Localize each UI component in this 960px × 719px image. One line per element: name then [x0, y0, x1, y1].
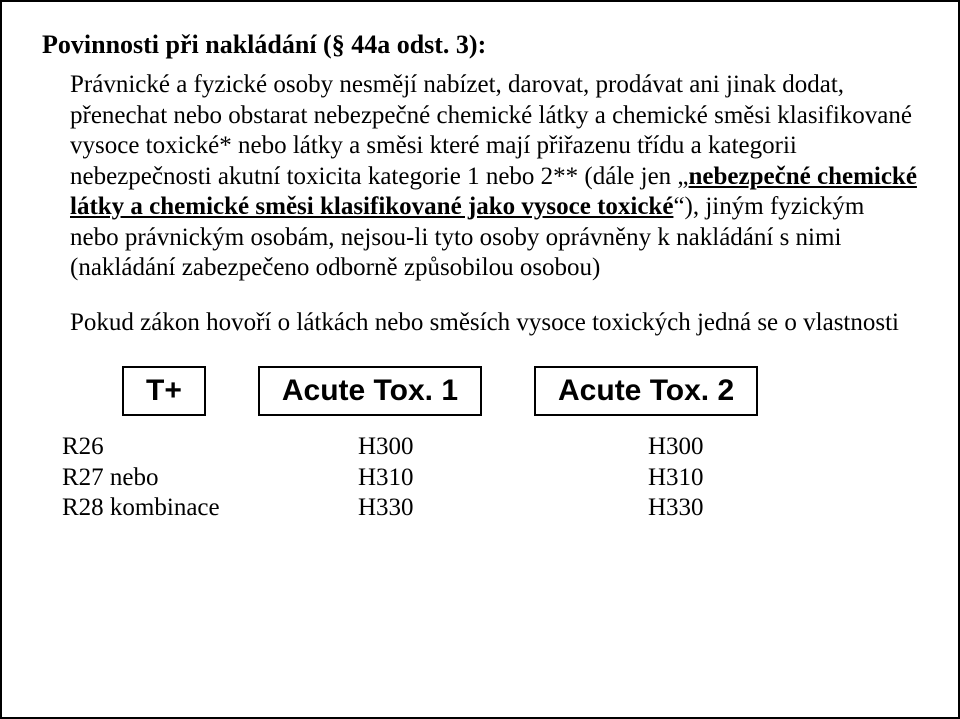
code-line: H310	[648, 463, 704, 494]
code-line: R28 kombinace	[62, 493, 332, 524]
page-frame: Povinnosti při nakládání (§ 44a odst. 3)…	[0, 0, 960, 719]
toxicity-box-t-plus: T+	[122, 366, 206, 416]
toxicity-boxes-row: T+ Acute Tox. 1 Acute Tox. 2	[122, 366, 918, 416]
code-line: H330	[358, 493, 618, 524]
codes-block-h-2: H300 H310 H330	[618, 432, 704, 524]
code-line: H300	[648, 432, 704, 463]
code-line: H300	[358, 432, 618, 463]
code-line: R26	[62, 432, 332, 463]
code-line: H330	[648, 493, 704, 524]
toxicity-box-acute-2: Acute Tox. 2	[534, 366, 758, 416]
secondary-paragraph: Pokud zákon hovoří o látkách nebo směsíc…	[70, 308, 918, 339]
codes-row: R26 R27 nebo R28 kombinace H300 H310 H33…	[62, 432, 918, 524]
code-line: R27 nebo	[62, 463, 332, 494]
code-line: H310	[358, 463, 618, 494]
codes-block-h-1: H300 H310 H330	[332, 432, 618, 524]
main-paragraph: Právnické a fyzické osoby nesmějí nabíze…	[70, 70, 918, 284]
page-title: Povinnosti při nakládání (§ 44a odst. 3)…	[42, 30, 918, 60]
toxicity-box-acute-1: Acute Tox. 1	[258, 366, 482, 416]
codes-block-r: R26 R27 nebo R28 kombinace	[62, 432, 332, 524]
